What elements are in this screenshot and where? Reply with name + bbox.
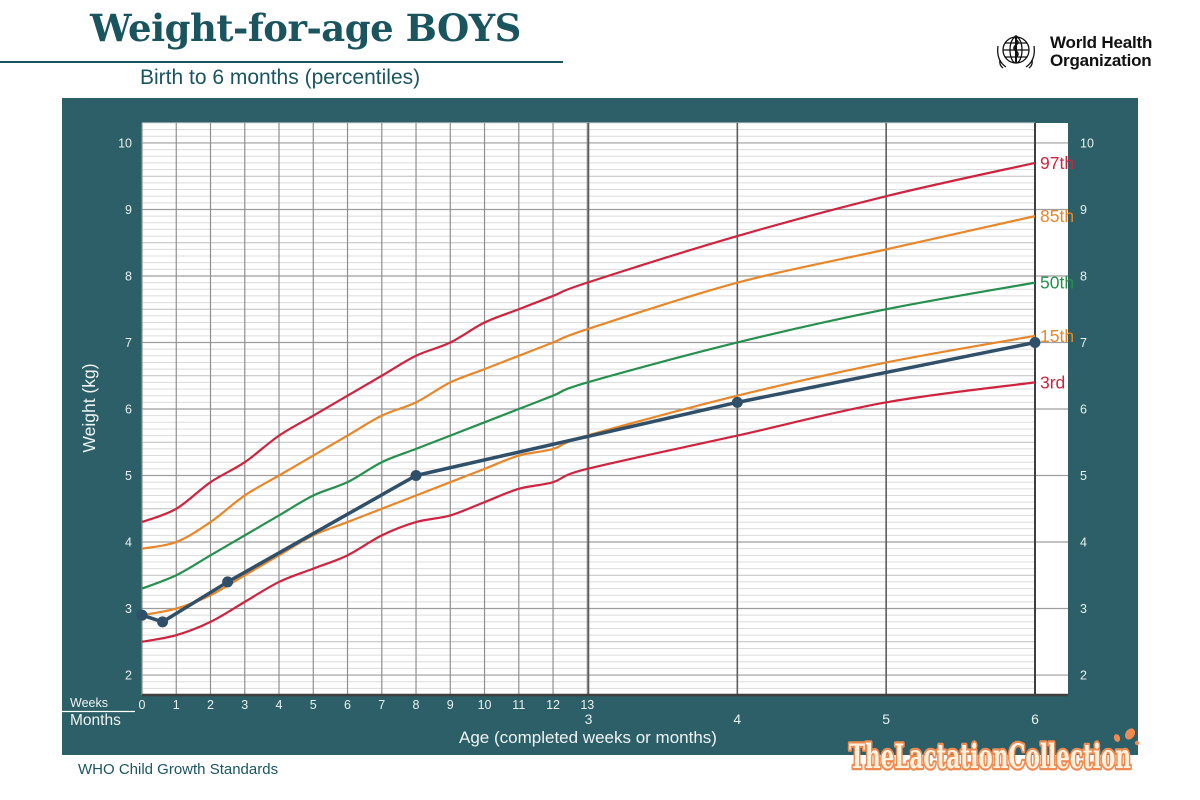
who-globe-icon	[997, 35, 1035, 69]
weeks-row-label: Weeks	[70, 696, 108, 710]
who-logo-text: World Health Organization	[1050, 34, 1152, 70]
months-row-label: Months	[70, 712, 121, 729]
tick-label: 4	[733, 711, 741, 727]
percentile-label-85th: 85th	[1040, 206, 1074, 226]
percentile-label-97th: 97th	[1040, 153, 1074, 173]
milk-drops-icon	[1113, 728, 1140, 746]
tick-label: 7	[125, 336, 132, 350]
page-subtitle: Birth to 6 months (percentiles)	[140, 66, 421, 89]
percentile-curve-3rd	[141, 381, 1036, 643]
tick-label: 9	[125, 203, 132, 217]
tick-label: 8	[1080, 269, 1087, 283]
tick-label: 10	[118, 136, 132, 150]
tick-label: 8	[413, 698, 420, 712]
tick-label: 1	[173, 698, 180, 712]
tick-label: 4	[276, 698, 283, 712]
tick-label: 4	[1080, 536, 1087, 550]
tick-label: 5	[882, 711, 890, 727]
percentile-label-3rd: 3rd	[1040, 372, 1065, 392]
tick-label: 9	[447, 698, 454, 712]
percentile-label-50th: 50th	[1040, 273, 1074, 293]
tick-label: 13	[580, 698, 594, 712]
tick-label: 5	[125, 469, 132, 483]
tick-label: 6	[1080, 403, 1087, 417]
tick-label: 6	[1031, 711, 1039, 727]
y-axis-title: Weight (kg)	[79, 363, 99, 452]
tick-label: 2	[1080, 669, 1087, 683]
tick-label: 5	[310, 698, 317, 712]
patient-series-layer	[136, 336, 1041, 628]
tick-label: 5	[1080, 469, 1087, 483]
tick-label: 2	[207, 698, 214, 712]
watermark-text: TheLactationCollection	[849, 737, 1131, 777]
tick-label: 10	[478, 698, 492, 712]
tick-label: 9	[1080, 203, 1087, 217]
page-title: Weight-for-age BOYS	[90, 6, 521, 50]
tick-label: 2	[125, 669, 132, 683]
tick-label: 11	[512, 698, 525, 712]
tick-label: 3	[1080, 602, 1087, 616]
x-axis-title: Age (completed weeks or months)	[459, 728, 717, 747]
percentile-curves-layer: 97th 85th 50th 15th 3rd	[141, 153, 1074, 643]
percentile-curve-15th	[141, 334, 1036, 617]
tick-label: 3	[585, 711, 593, 727]
tick-label: 0	[139, 698, 146, 712]
tick-labels-layer: 0 1 2 3 4 5 6 7 8 9 10 11 12 133 4 5 62 23 34 45 56 67 78 89 910…	[118, 136, 1094, 727]
tick-label: 7	[1080, 336, 1087, 350]
who-logo: World Health Organization	[990, 26, 1152, 78]
percentile-label-15th: 15th	[1040, 326, 1074, 346]
tick-label: 10	[1080, 136, 1094, 150]
tick-label: 12	[546, 698, 560, 712]
tick-label: 3	[125, 602, 132, 616]
title-rule	[0, 61, 563, 63]
tick-label: 4	[125, 536, 132, 550]
tick-label: 7	[378, 698, 385, 712]
percentile-curve-97th	[141, 161, 1036, 524]
tick-label: 3	[241, 698, 248, 712]
tick-label: 6	[125, 403, 132, 417]
percentile-curve-50th	[141, 281, 1036, 590]
chart-panel: 97th 85th 50th 15th 3rd 0 1 2 3 4 5 6 7 8 9 10 11 12 13 3 4…	[62, 98, 1138, 755]
percentile-curve-85th	[141, 215, 1036, 550]
who-logo-line2: Organization	[1050, 51, 1152, 70]
footer-source-text: WHO Child Growth Standards	[78, 761, 279, 778]
tick-label: 8	[125, 269, 132, 283]
tick-label: 6	[344, 698, 351, 712]
who-logo-line1: World Health	[1050, 33, 1153, 52]
gridlines-layer	[141, 122, 1068, 697]
lactation-collection-watermark: TheLactationCollection	[847, 728, 1140, 779]
